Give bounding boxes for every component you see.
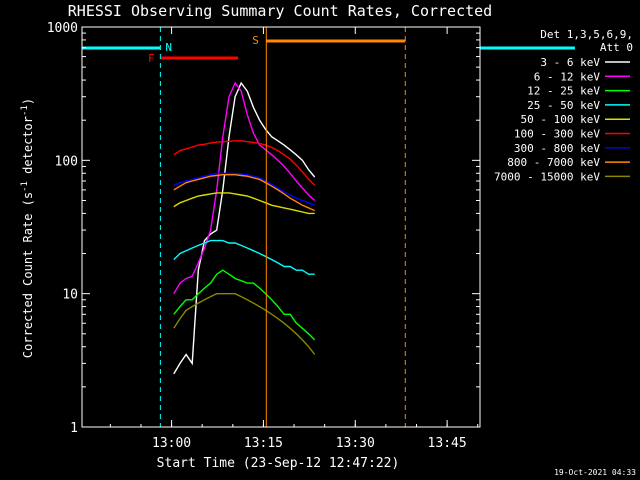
- legend-title-2: Att 0: [600, 41, 633, 54]
- legend-label-2: 12 - 25 keV: [527, 85, 600, 98]
- flare-label: F: [148, 52, 155, 65]
- y-tick-label: 100: [55, 154, 78, 169]
- legend-label-0: 3 - 6 keV: [540, 56, 600, 69]
- plot-frame: [81, 26, 481, 428]
- saa-label: S: [252, 34, 259, 47]
- legend-label-3: 25 - 50 keV: [527, 99, 600, 112]
- x-axis-ticks: 13:00 13:15 13:30 13:45: [109, 27, 479, 451]
- legend-label-7: 800 - 7000 keV: [507, 156, 600, 169]
- y-tick-label: 1000: [47, 21, 78, 36]
- series-0-seg1: [173, 81, 316, 375]
- legend-label-1: 6 - 12 keV: [534, 70, 601, 83]
- series-2-seg1: [173, 269, 316, 341]
- night-label: N: [165, 41, 172, 54]
- series-8-seg1: [173, 293, 316, 355]
- x-tick-label: 13:00: [152, 436, 191, 451]
- y-axis-label-sup2: -1: [20, 105, 30, 116]
- series-3-seg1: [173, 239, 315, 275]
- y-axis-label-part3: ): [21, 98, 35, 105]
- y-axis-label-sup1: -1: [20, 181, 30, 192]
- x-axis-label: Start Time (23-Sep-12 12:47:22): [157, 456, 400, 471]
- timestamp: 19-Oct-2021 04:33: [554, 468, 636, 477]
- legend-label-5: 100 - 300 keV: [514, 128, 600, 141]
- series-7-seg1: [173, 173, 315, 212]
- y-axis-label-part2: detector: [21, 116, 35, 181]
- y-axis-label: Corrected Count Rate (s-1 detector-1): [20, 98, 35, 358]
- annotations: NF S: [82, 27, 575, 427]
- legend-label-4: 50 - 100 keV: [521, 113, 601, 126]
- x-tick-label: 13:45: [428, 436, 467, 451]
- y-axis-label-part1: Corrected Count Rate (s: [21, 192, 35, 358]
- data-traces: [173, 81, 316, 375]
- series-1-seg1: [173, 81, 316, 295]
- y-tick-label: 1: [70, 421, 78, 436]
- chart-title: RHESSI Observing Summary Count Rates, Co…: [68, 2, 492, 20]
- y-tick-label: 10: [62, 288, 78, 303]
- legend-title-1: Det 1,3,5,6,9,: [540, 28, 633, 41]
- y-axis-ticks: 1 10 100 1000: [47, 21, 480, 436]
- x-tick-label: 13:30: [336, 436, 375, 451]
- x-tick-label: 13:15: [244, 436, 283, 451]
- legend-label-8: 7000 - 15000 keV: [494, 170, 600, 183]
- series-4-seg1: [173, 192, 315, 215]
- legend-label-6: 300 - 800 keV: [514, 142, 600, 155]
- series-6-seg1: [173, 172, 315, 206]
- series-5-seg1: [173, 140, 316, 186]
